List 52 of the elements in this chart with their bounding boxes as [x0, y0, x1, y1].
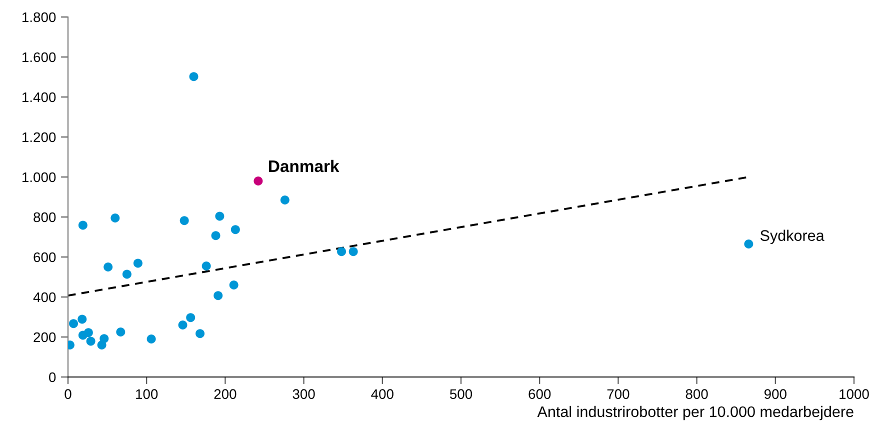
y-tick-label: 800	[34, 212, 56, 222]
y-tick-label: 1.800	[22, 12, 56, 22]
x-axis-title: Antal industrirobotter per 10.000 medarbejdere	[537, 406, 854, 420]
y-tick-label: 0	[49, 372, 56, 382]
x-tick-label: 900	[764, 389, 786, 400]
point	[348, 247, 358, 256]
y-tick-label: 1.000	[22, 172, 56, 182]
point	[189, 72, 198, 82]
point	[133, 258, 142, 268]
x-tick-label: 1000	[840, 389, 869, 400]
x-tick-label: 300	[292, 389, 315, 400]
series-label: Danmark	[269, 160, 340, 172]
x-tick-label: 500	[450, 389, 472, 400]
y-tick-label: 200	[34, 332, 56, 342]
point	[104, 262, 113, 272]
point	[78, 314, 87, 324]
point	[196, 329, 205, 338]
point	[211, 231, 220, 240]
point	[146, 334, 156, 344]
annotation: Sydkorea	[760, 230, 824, 244]
point	[215, 212, 224, 221]
point	[214, 291, 223, 300]
point	[280, 196, 290, 204]
point	[744, 240, 754, 248]
point	[78, 220, 88, 230]
point	[186, 313, 196, 322]
x-tick-label: 200	[214, 389, 236, 400]
y-tick-label: 1.200	[22, 132, 56, 142]
point	[84, 328, 93, 338]
point	[229, 280, 238, 290]
y-tick-label: 400	[33, 292, 56, 302]
point	[69, 319, 78, 328]
point	[86, 336, 96, 346]
x-tick-label: 0	[64, 389, 72, 400]
x-tick-label: 100	[136, 389, 158, 400]
x-tick-label: 600	[528, 389, 551, 400]
point	[180, 216, 189, 226]
x-tick-label: 800	[686, 389, 708, 400]
y-tick-label: 1.600	[22, 52, 56, 62]
point	[178, 320, 188, 330]
y-tick-label: 1.400	[22, 92, 56, 102]
point	[116, 328, 126, 336]
point	[202, 262, 211, 270]
point	[110, 214, 120, 222]
point	[230, 225, 240, 234]
point	[337, 247, 346, 256]
point	[122, 270, 132, 279]
point	[254, 176, 263, 186]
point	[100, 334, 109, 344]
x-tick-label: 700	[607, 389, 630, 400]
y-tick-label: 600	[34, 252, 56, 262]
x-tick-label: 400	[371, 389, 394, 400]
